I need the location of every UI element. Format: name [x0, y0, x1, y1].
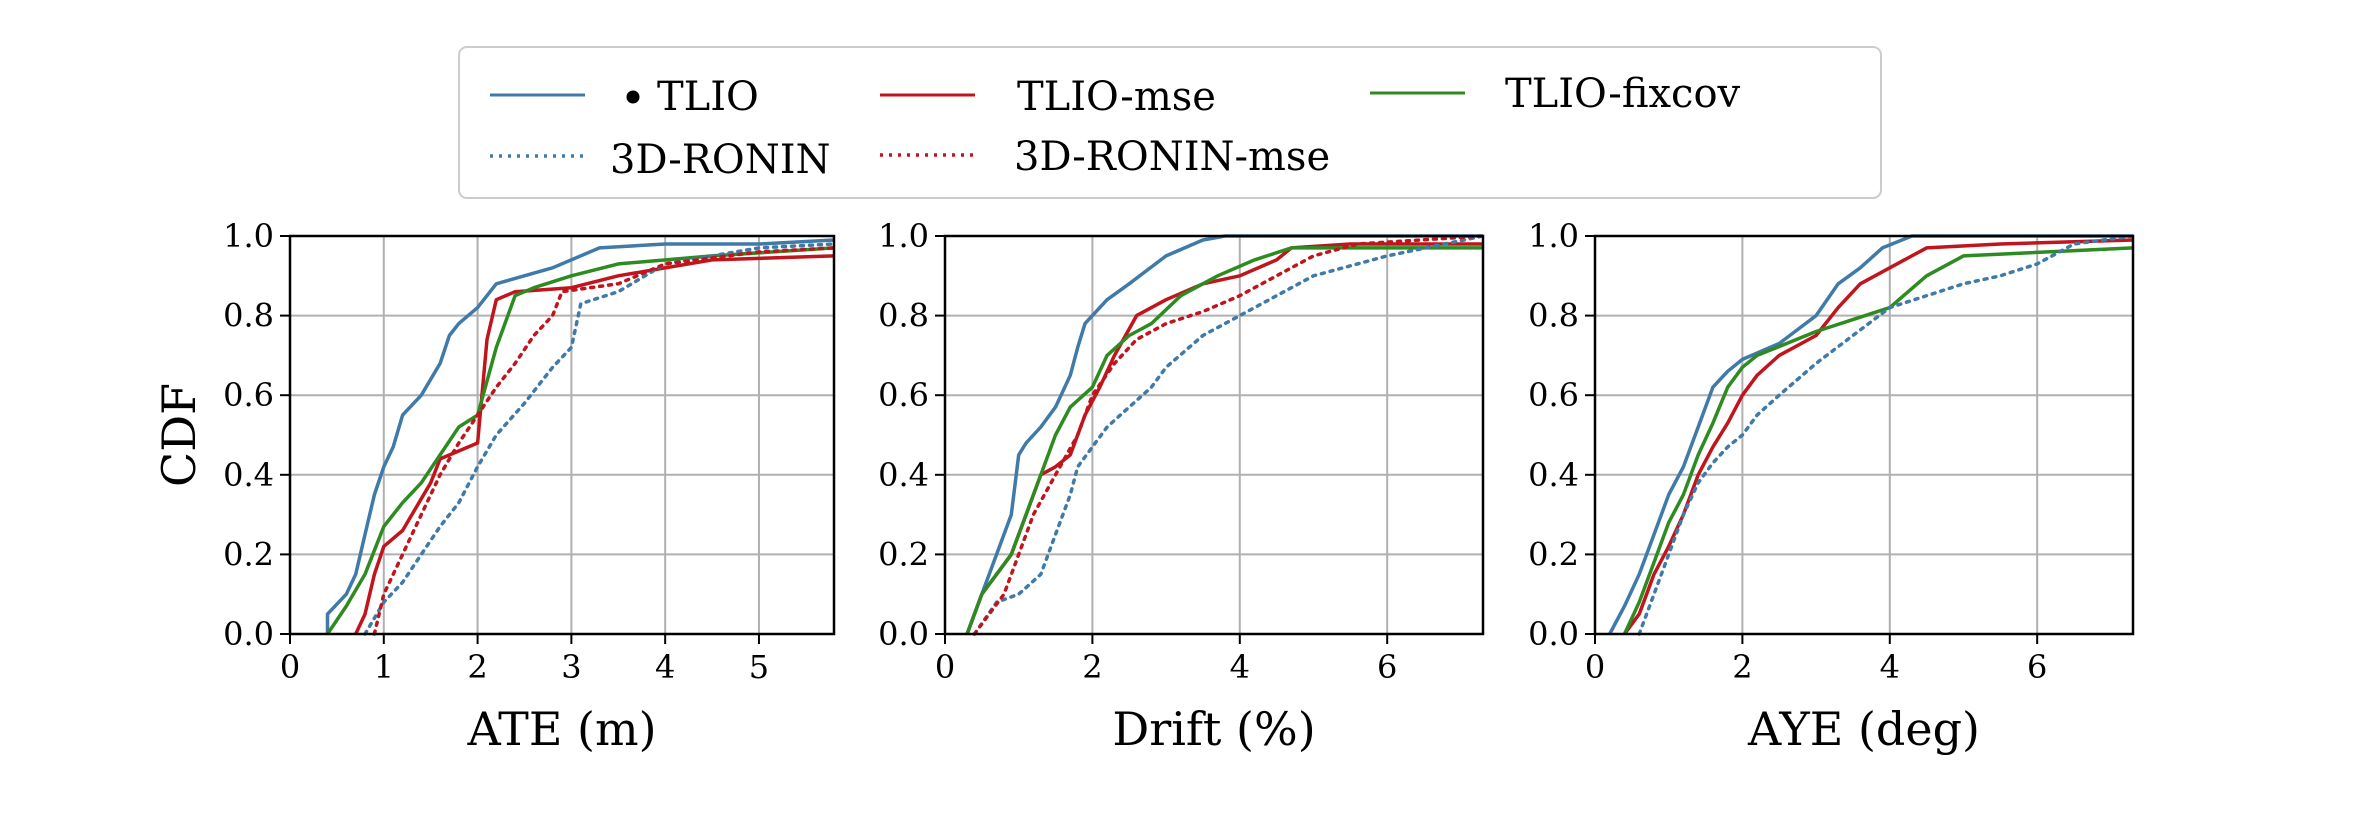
xlabel-aye: AYE (deg): [1747, 702, 1980, 756]
xtick-label-aye-2: 4: [1880, 648, 1900, 686]
plot-area-aye: [1595, 236, 2133, 634]
ytick-label-drift-4: 0.8: [878, 297, 929, 335]
axes-frame-ate: [288, 234, 836, 636]
series-ate-tlio-mse: [354, 254, 835, 635]
plot-area-drift: [945, 236, 1483, 634]
legend-dot-tlio: [626, 90, 640, 104]
ytick-label-aye-0: 0.0: [1528, 615, 1579, 653]
series-group-ate: [325, 238, 836, 636]
ytick-label-ate-2: 0.4: [223, 456, 274, 494]
legend-label-tlio-fixcov: TLIO-fixcov: [1505, 71, 1741, 117]
ytick-label-drift-3: 0.6: [878, 376, 929, 414]
xtick-label-ate-3: 3: [561, 648, 581, 686]
ytick-label-drift-1: 0.2: [878, 535, 929, 573]
legend-label-ronin-mse: 3D-RONIN-mse: [1014, 134, 1330, 180]
ytick-label-aye-5: 1.0: [1528, 217, 1579, 255]
ticks-ate: 0 1 2 3 4 5 0.0 0.2 0.4 0.6 0.8 1.0: [223, 217, 769, 686]
panel-drift: 0 2 4 6 0.0 0.2 0.4 0.6 0.8 1.0 Drift (%): [878, 217, 1485, 756]
panel-ate: 0 1 2 3 4 5 0.0 0.2 0.4 0.6 0.8 1.0 CDF ATE (m): [152, 217, 836, 756]
plot-area-ate: [290, 236, 834, 634]
xtick-label-aye-0: 0: [1585, 648, 1605, 686]
series-aye-tlio-fixcov: [1622, 246, 2134, 635]
xtick-label-ate-4: 4: [655, 648, 675, 686]
xtick-label-drift-3: 6: [1377, 648, 1397, 686]
xtick-label-aye-3: 6: [2027, 648, 2047, 686]
series-drift-tlio: [965, 234, 1483, 635]
legend-frame: [458, 46, 1882, 199]
xtick-label-drift-2: 4: [1230, 648, 1250, 686]
series-drift-3d-ronin-mse: [972, 234, 1485, 636]
ytick-label-drift-5: 1.0: [878, 217, 929, 255]
xlabel-drift: Drift (%): [1112, 702, 1315, 756]
legend-label-tlio-mse: TLIO-mse: [1017, 74, 1216, 120]
ylabel-ate: CDF: [152, 383, 206, 487]
ytick-label-aye-3: 0.6: [1528, 376, 1579, 414]
ticks-drift: 0 2 4 6 0.0 0.2 0.4 0.6 0.8 1.0: [878, 217, 1397, 686]
series-aye-3d-ronin: [1637, 234, 2135, 636]
series-ate-tlio: [325, 238, 835, 634]
series-drift-tlio-fixcov: [965, 246, 1483, 635]
ytick-label-drift-0: 0.0: [878, 615, 929, 653]
series-ate-3d-ronin: [363, 242, 836, 636]
ytick-label-ate-0: 0.0: [223, 615, 274, 653]
xlabel-ate: ATE (m): [466, 702, 656, 756]
series-drift-3d-ronin: [972, 234, 1485, 636]
xtick-label-drift-0: 0: [935, 648, 955, 686]
legend: TLIO TLIO-mse TLIO-fixcov 3D-RONIN 3D-RO…: [458, 46, 1882, 199]
xtick-label-ate-1: 1: [374, 648, 394, 686]
ytick-label-ate-1: 0.2: [223, 535, 274, 573]
series-group-drift: [965, 234, 1485, 636]
ytick-label-ate-5: 1.0: [223, 217, 274, 255]
series-aye-tlio: [1608, 234, 2133, 635]
ticks-aye: 0 2 4 6 0.0 0.2 0.4 0.6 0.8 1.0: [1528, 217, 2047, 686]
series-ate-3d-ronin-mse: [372, 246, 836, 636]
xtick-label-ate-2: 2: [467, 648, 487, 686]
series-group-aye: [1608, 234, 2135, 636]
panel-aye: 0 2 4 6 0.0 0.2 0.4 0.6 0.8 1.0 AYE (deg): [1528, 217, 2135, 756]
xtick-label-aye-1: 2: [1732, 648, 1752, 686]
legend-label-ronin: 3D-RONIN: [610, 137, 831, 183]
ytick-label-aye-1: 0.2: [1528, 535, 1579, 573]
ytick-label-ate-3: 0.6: [223, 376, 274, 414]
axes-frame-aye: [1593, 234, 2135, 636]
axes-frame-drift: [943, 234, 1485, 636]
xtick-label-ate-5: 5: [749, 648, 769, 686]
legend-label-tlio: TLIO: [657, 74, 759, 120]
series-ate-tlio-fixcov: [326, 246, 835, 635]
xtick-label-ate-0: 0: [280, 648, 300, 686]
xtick-label-drift-1: 2: [1082, 648, 1102, 686]
ytick-label-drift-2: 0.4: [878, 456, 929, 494]
ytick-label-aye-4: 0.8: [1528, 297, 1579, 335]
ytick-label-ate-4: 0.8: [223, 297, 274, 335]
series-aye-tlio-mse: [1623, 238, 2134, 636]
ytick-label-aye-2: 0.4: [1528, 456, 1579, 494]
